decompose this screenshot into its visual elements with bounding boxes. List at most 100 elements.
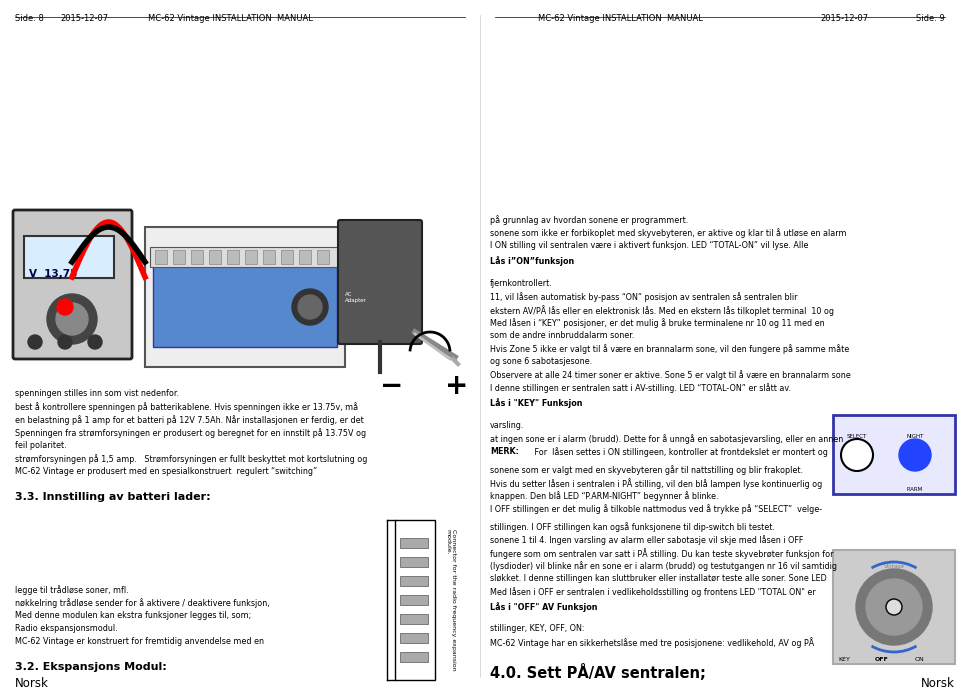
FancyBboxPatch shape [245, 250, 257, 264]
Text: sonene 1 til 4. Ingen varsling av alarm eller sabotasje vil skje med låsen i OFF: sonene 1 til 4. Ingen varsling av alarm … [490, 535, 804, 545]
FancyBboxPatch shape [400, 557, 428, 567]
Text: fjernkontrollert.: fjernkontrollert. [490, 279, 553, 288]
FancyBboxPatch shape [191, 250, 203, 264]
Circle shape [856, 569, 932, 645]
Text: Vintage: Vintage [883, 564, 904, 569]
FancyBboxPatch shape [400, 633, 428, 643]
FancyBboxPatch shape [395, 520, 435, 680]
Text: KEY: KEY [838, 657, 850, 662]
Text: I denne stillingen er sentralen satt i AV-stilling. LED “TOTAL-ON” er slått av.: I denne stillingen er sentralen satt i A… [490, 383, 791, 393]
FancyBboxPatch shape [263, 250, 275, 264]
Text: Med låsen i OFF er sentralen i vedlikeholdsstilling og frontens LED "TOTAL ON" e: Med låsen i OFF er sentralen i vedlikeho… [490, 587, 816, 597]
Text: MC-62 Vintage er produsert med en spesialkonstruert  regulert “switching”: MC-62 Vintage er produsert med en spesia… [15, 467, 317, 476]
Text: MC-62: MC-62 [880, 574, 907, 583]
Text: AC
Adapter: AC Adapter [345, 292, 367, 303]
Text: MC-62 Vintage er konstruert for fremtidig anvendelse med en: MC-62 Vintage er konstruert for fremtidi… [15, 637, 264, 646]
FancyBboxPatch shape [145, 227, 345, 367]
FancyBboxPatch shape [400, 576, 428, 586]
Circle shape [886, 599, 902, 615]
Text: Observere at alle 24 timer soner er aktive. Sone 5 er valgt til å være en branna: Observere at alle 24 timer soner er akti… [490, 370, 851, 380]
Text: Norsk: Norsk [922, 677, 955, 690]
Text: MERK:: MERK: [490, 447, 518, 456]
Text: en belastning på 1 amp for et batteri på 12V 7.5Ah. Når installasjonen er ferdig: en belastning på 1 amp for et batteri på… [15, 415, 364, 425]
Text: Med låsen i “KEY” posisjoner, er det mulig å bruke terminalene nr 10 og 11 med e: Med låsen i “KEY” posisjoner, er det mul… [490, 318, 825, 328]
Text: Norsk: Norsk [15, 677, 49, 690]
Text: MC-62 Vintage INSTALLATION  MANUAL: MC-62 Vintage INSTALLATION MANUAL [148, 14, 312, 23]
Text: sonene som ikke er forbikoplet med skyvebyteren, er aktive og klar til å utløse : sonene som ikke er forbikoplet med skyve… [490, 228, 847, 238]
Text: legge til trådløse soner, mfl.: legge til trådløse soner, mfl. [15, 585, 129, 595]
FancyBboxPatch shape [299, 250, 311, 264]
Text: ON: ON [915, 657, 924, 662]
Circle shape [88, 335, 102, 349]
Text: V  13,75: V 13,75 [29, 269, 78, 279]
Circle shape [866, 579, 922, 635]
Text: stillingen. I OFF stillingen kan også funksjonene til dip-switch bli testet.: stillingen. I OFF stillingen kan også fu… [490, 522, 775, 532]
Text: Hvis Zone 5 ikke er valgt til å være en brannalarm sone, vil den fungere på samm: Hvis Zone 5 ikke er valgt til å være en … [490, 344, 850, 354]
Text: best å kontrollere spenningen på batterikablene. Hvis spenningen ikke er 13.75v,: best å kontrollere spenningen på batteri… [15, 402, 358, 412]
Circle shape [841, 439, 873, 471]
Text: Lås i "OFF" AV Funksjon: Lås i "OFF" AV Funksjon [490, 602, 597, 612]
Text: P.ARM: P.ARM [907, 487, 924, 492]
Text: Side. 9: Side. 9 [916, 14, 945, 23]
FancyBboxPatch shape [24, 236, 114, 278]
Text: feil polaritet.: feil polaritet. [15, 441, 66, 450]
Text: 11, vil låsen automatisk by-pass “ON” posisjon av sentralen så sentralen blir: 11, vil låsen automatisk by-pass “ON” po… [490, 292, 798, 302]
Text: 3.2. Ekspansjons Modul:: 3.2. Ekspansjons Modul: [15, 662, 167, 672]
FancyBboxPatch shape [400, 652, 428, 662]
Text: 2015-12-07: 2015-12-07 [820, 14, 868, 23]
Text: strømforsyningen på 1,5 amp.   Strømforsyningen er fullt beskyttet mot kortslutn: strømforsyningen på 1,5 amp. Strømforsyn… [15, 454, 368, 464]
Text: sløkket. I denne stillingen kan sluttbruker eller installatør teste alle soner. : sløkket. I denne stillingen kan sluttbru… [490, 574, 827, 583]
Text: fungere som om sentralen var satt i PÅ stilling. Du kan teste skyvebrøter funksj: fungere som om sentralen var satt i PÅ s… [490, 548, 833, 559]
Circle shape [56, 303, 88, 335]
Circle shape [298, 295, 322, 319]
Text: NIGHT: NIGHT [906, 434, 924, 439]
Text: MC-62 Vintage har en sikkerhetslåse med tre posisjonene: vedlikehold, AV og PÅ: MC-62 Vintage har en sikkerhetslåse med … [490, 637, 814, 648]
Text: SELECT: SELECT [847, 434, 867, 439]
Text: stillinger, KEY, OFF, ON:: stillinger, KEY, OFF, ON: [490, 624, 585, 633]
Text: Spenningen fra strømforsyningen er produsert og beregnet for en innstilt på 13.7: Spenningen fra strømforsyningen er produ… [15, 428, 366, 438]
Text: Med denne modulen kan ekstra funksjoner legges til, som;: Med denne modulen kan ekstra funksjoner … [15, 611, 252, 620]
Text: 2015-12-07: 2015-12-07 [60, 14, 108, 23]
FancyBboxPatch shape [400, 538, 428, 548]
Text: nøkkelring trådløse sender for å aktivere / deaktivere funksjon,: nøkkelring trådløse sender for å aktiver… [15, 598, 270, 608]
FancyBboxPatch shape [338, 220, 422, 344]
Circle shape [57, 299, 73, 315]
Text: knappen. Den blå LED “P.ARM-NIGHT” begynner å blinke.: knappen. Den blå LED “P.ARM-NIGHT” begyn… [490, 491, 718, 501]
Text: Lås i "KEY" Funksjon: Lås i "KEY" Funksjon [490, 398, 583, 408]
Text: For  låsen settes i ON stillingeen, kontroller at frontdekslet er montert og: For låsen settes i ON stillingeen, kontr… [532, 447, 828, 457]
FancyBboxPatch shape [281, 250, 293, 264]
FancyBboxPatch shape [173, 250, 185, 264]
Circle shape [47, 294, 97, 344]
Text: (lysdioder) vil blinke når en sone er i alarm (brudd) og testutgangen nr 16 vil : (lysdioder) vil blinke når en sone er i … [490, 561, 837, 571]
FancyBboxPatch shape [13, 210, 132, 359]
FancyBboxPatch shape [833, 550, 955, 664]
Text: Side. 8: Side. 8 [15, 14, 44, 23]
Circle shape [58, 335, 72, 349]
Circle shape [292, 289, 328, 325]
Text: Lås i”ON”funksjon: Lås i”ON”funksjon [490, 256, 574, 266]
Text: I ON stilling vil sentralen være i aktivert funksjon. LED “TOTAL-ON” vil lyse. A: I ON stilling vil sentralen være i aktiv… [490, 241, 808, 250]
Text: sonene som er valgt med en skyvebyteren går til nattstilling og blir frakoplet.: sonene som er valgt med en skyvebyteren … [490, 465, 803, 475]
Text: MC-62 Vintage INSTALLATION  MANUAL: MC-62 Vintage INSTALLATION MANUAL [538, 14, 703, 23]
Text: 4.0. Sett PÅ/AV sentralen;: 4.0. Sett PÅ/AV sentralen; [490, 664, 706, 681]
Text: på grunnlag av hvordan sonene er programmert.: på grunnlag av hvordan sonene er program… [490, 215, 688, 225]
Text: −: − [380, 372, 403, 400]
FancyBboxPatch shape [833, 415, 955, 494]
Text: Hvis du setter låsen i sentralen i PÅ stilling, vil den blå lampen lyse kontinue: Hvis du setter låsen i sentralen i PÅ st… [490, 478, 823, 489]
Text: spenningen stilles inn som vist nedenfor.: spenningen stilles inn som vist nedenfor… [15, 389, 179, 398]
Text: varsling.: varsling. [490, 421, 524, 430]
Text: OFF: OFF [875, 657, 889, 662]
FancyBboxPatch shape [153, 257, 337, 347]
Text: som de andre innbruddalarm soner.: som de andre innbruddalarm soner. [490, 331, 635, 340]
Text: 3.3. Innstilling av batteri lader:: 3.3. Innstilling av batteri lader: [15, 492, 210, 502]
Text: at ingen sone er i alarm (brudd). Dette for å unngå en sabotasjevarsling, eller : at ingen sone er i alarm (brudd). Dette … [490, 434, 843, 444]
Text: I OFF stillingen er det mulig å tilkoble nattmodus ved å trykke på “SELECT”  vel: I OFF stillingen er det mulig å tilkoble… [490, 504, 822, 514]
Circle shape [28, 335, 42, 349]
FancyBboxPatch shape [317, 250, 329, 264]
Text: Connector for the radio frequency expansion
module.: Connector for the radio frequency expans… [445, 529, 456, 671]
FancyBboxPatch shape [150, 247, 340, 267]
Circle shape [899, 439, 931, 471]
FancyBboxPatch shape [400, 614, 428, 624]
FancyBboxPatch shape [227, 250, 239, 264]
FancyBboxPatch shape [209, 250, 221, 264]
